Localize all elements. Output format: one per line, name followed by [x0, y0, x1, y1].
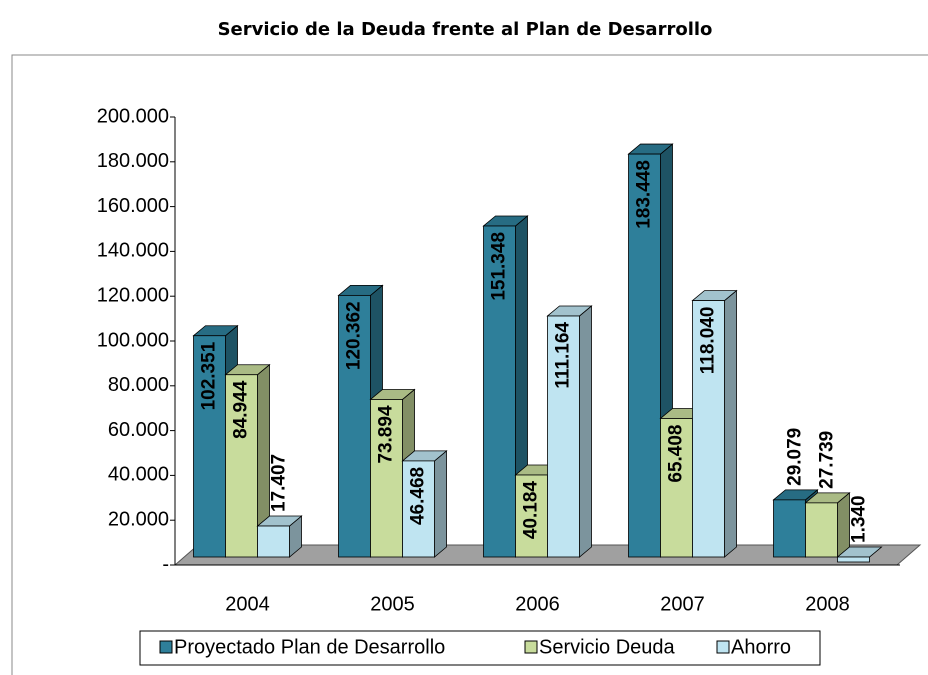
bar [691, 289, 738, 558]
data-label: 1.340 [849, 495, 870, 543]
data-label: 73.894 [376, 405, 397, 464]
bar-face [434, 450, 447, 558]
x-tick-label: 2006 [515, 593, 560, 615]
data-label: 27.739 [817, 431, 838, 489]
y-tick-label: 160.000 [97, 195, 169, 217]
bar [546, 305, 593, 558]
legend-box [139, 630, 821, 666]
bar [627, 143, 674, 558]
bar [836, 546, 883, 563]
legend-label: Proyectado Plan de Desarrollo [174, 636, 445, 658]
bar-face [370, 399, 403, 558]
y-tick-label: 180.000 [97, 150, 169, 172]
y-tick-label: 200.000 [97, 105, 169, 127]
bar-face [805, 502, 838, 558]
bar [804, 492, 851, 558]
x-tick-label: 2005 [370, 593, 415, 615]
bar-face [257, 525, 290, 558]
bar-face [402, 460, 435, 558]
data-label: 118.040 [698, 307, 719, 375]
legend-label: Ahorro [731, 636, 791, 658]
data-label: 17.407 [269, 454, 290, 512]
data-label: 29.079 [785, 428, 806, 486]
y-tick-label: 80.000 [108, 374, 169, 396]
y-tick-label: 60.000 [108, 419, 169, 441]
x-tick-label: 2007 [660, 593, 705, 615]
bar [337, 284, 384, 558]
y-tick-label: 140.000 [97, 240, 169, 262]
bar [224, 363, 271, 558]
legend-swatch [716, 640, 730, 654]
bar [482, 215, 529, 558]
bar-face [515, 474, 548, 558]
data-label: 46.468 [408, 467, 429, 525]
bar-face [837, 556, 870, 563]
bar [401, 450, 448, 558]
bar-face [547, 315, 580, 558]
chart-title: Servicio de la Deuda frente al Plan de D… [218, 19, 713, 40]
bar-face [225, 374, 258, 558]
bar [256, 515, 303, 558]
y-tick-label: 100.000 [97, 329, 169, 351]
y-tick-label: 120.000 [97, 284, 169, 306]
x-tick-label: 2004 [225, 593, 270, 615]
data-label: 65.408 [666, 424, 687, 482]
chart-frame [11, 54, 928, 675]
x-tick-label: 2008 [805, 593, 850, 615]
data-label: 120.362 [344, 301, 365, 370]
bar-face [773, 499, 806, 558]
data-label: 111.164 [553, 322, 574, 389]
bar-face [483, 225, 516, 558]
data-label: 102.351 [199, 341, 220, 410]
data-label: 151.348 [489, 232, 510, 301]
legend-label: Servicio Deuda [539, 636, 676, 658]
data-label: 183.448 [634, 160, 655, 229]
data-label: 84.944 [231, 380, 252, 439]
y-tick-label: 20.000 [108, 508, 169, 530]
y-tick-label: 40.000 [108, 464, 169, 486]
y-tick-label: - [162, 553, 169, 575]
legend-swatch [524, 640, 538, 654]
bar-face [579, 305, 592, 558]
bar [369, 388, 416, 558]
data-label: 40.184 [521, 481, 542, 540]
bar-face [338, 294, 371, 558]
bar-face [724, 289, 737, 558]
bar-face [692, 300, 725, 558]
bar-face [628, 153, 661, 558]
bar-face [660, 418, 693, 558]
legend-swatch [159, 640, 173, 654]
